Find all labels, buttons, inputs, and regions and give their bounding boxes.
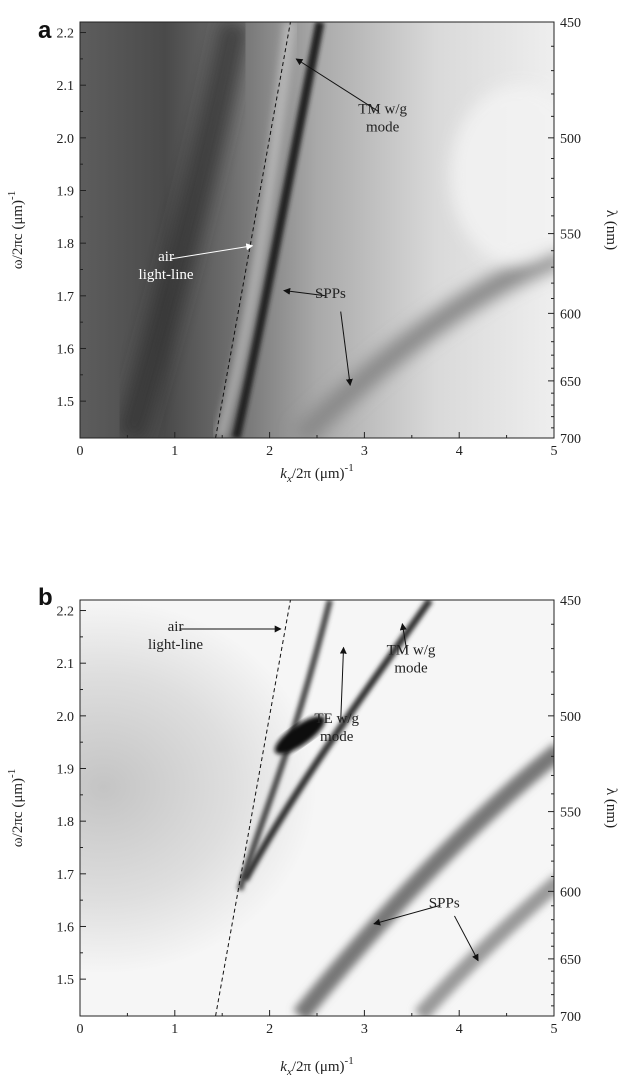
panel-b-y-tick-label: 1.6 <box>57 920 75 935</box>
panel-b-right-tick-label: 450 <box>560 594 581 609</box>
panel-b-right-tick-label: 650 <box>560 953 581 968</box>
panel-b-right-tick-label: 550 <box>560 806 581 821</box>
panel-a-x-tick-label: 5 <box>551 444 558 459</box>
annotation-arrow <box>295 58 379 112</box>
annotation-label: TE w/g <box>314 711 359 727</box>
panel-a-y-tick-label: 2.2 <box>57 27 75 42</box>
panel-b-heatmap <box>80 600 554 1016</box>
annotation-arrow <box>373 904 441 926</box>
panel-a-y-tick-label: 1.8 <box>57 237 75 252</box>
panel-a-right-tick-label: 650 <box>560 375 581 390</box>
panel-b-x-tick-label: 2 <box>266 1022 273 1037</box>
panel-b-y-tick-label: 2.0 <box>57 710 75 725</box>
panel-b-x-tick-label: 4 <box>456 1022 463 1037</box>
annotation-label: SPPs <box>429 895 460 911</box>
panel-b: air light-line TM w/g mode TE w/g mode SPPs 0 1… <box>6 584 619 1078</box>
panel-a-light-line <box>215 21 291 439</box>
annotation-label-line2: light-line <box>139 267 194 283</box>
panel-b-x-tick-label: 0 <box>77 1022 84 1037</box>
annotation-label-line2: mode <box>394 661 428 677</box>
panel-a-ticks: 0 1 2 3 4 5 1.5 1.6 1.7 1.8 1.9 2.0 2.1 2.2 450 500 550 6… <box>57 16 582 459</box>
panel-b-light-line <box>215 599 291 1017</box>
panel-b-ticks: 0 1 2 3 4 5 1.5 1.6 1.7 1.8 1.9 2.0 2.1 2.2 450 500 550 6… <box>57 594 582 1037</box>
panel-a-x-tick-label: 1 <box>171 444 178 459</box>
panel-a-y-tick-label: 1.7 <box>57 290 75 305</box>
panel-b-right-tick-label: 500 <box>560 710 581 725</box>
annotation-arrow <box>283 287 327 297</box>
panel-a-right-tick-label: 450 <box>560 16 581 31</box>
panel-a-y-axis-label: ω/2πc (μm)-1 <box>6 191 26 269</box>
annotation-label-line2: mode <box>320 729 354 745</box>
panel-b-y-tick-label: 1.5 <box>57 973 75 988</box>
annotation-arrow <box>339 646 347 722</box>
panel-b-y-tick-label: 1.9 <box>57 763 75 778</box>
panel-a-annotations: TM w/g mode air light-line SPPs <box>139 58 407 387</box>
panel-a-y-tick-label: 1.6 <box>57 342 75 357</box>
annotation-label: air <box>168 619 184 635</box>
panel-a-y-tick-label: 1.5 <box>57 395 75 410</box>
annotation-arrow <box>454 915 479 962</box>
panel-a-heatmap <box>80 22 554 438</box>
panel-a-x-tick-label: 4 <box>456 444 463 459</box>
annotation-label: air <box>158 249 174 265</box>
panel-a-right-axis-label: λ (nm) <box>603 210 619 250</box>
annotation-label: TM w/g <box>387 643 436 659</box>
annotation-label-line2: light-line <box>148 637 203 653</box>
annotation-arrow <box>399 623 408 653</box>
panel-b-x-tick-label: 1 <box>171 1022 178 1037</box>
panel-a-y-tick-label: 2.0 <box>57 132 75 147</box>
panel-a-y-tick-label: 2.1 <box>57 79 75 94</box>
annotation-arrow <box>169 243 254 260</box>
panel-a-x-tick-label: 2 <box>266 444 273 459</box>
panel-a-right-tick-label: 550 <box>560 228 581 243</box>
panel-b-right-tick-label: 600 <box>560 885 581 900</box>
panel-b-label: b <box>38 584 53 611</box>
panel-a-x-tick-label: 3 <box>361 444 368 459</box>
panel-b-x-tick-label: 5 <box>551 1022 558 1037</box>
annotation-arrow <box>340 311 353 387</box>
panel-b-right-axis-label: λ (nm) <box>603 788 619 828</box>
panel-a-x-tick-label: 0 <box>77 444 84 459</box>
panel-b-y-tick-label: 2.1 <box>57 657 75 672</box>
panel-b-x-tick-label: 3 <box>361 1022 368 1037</box>
panel-a-right-tick-label: 700 <box>560 432 581 447</box>
panel-a: TM w/g mode air light-line SPPs 0 1 2 3 4 5 1.5 1.6… <box>6 16 619 485</box>
panel-b-y-tick-label: 1.8 <box>57 815 75 830</box>
panel-b-y-axis-label: ω/2πc (μm)-1 <box>6 769 26 847</box>
panel-b-y-tick-label: 1.7 <box>57 868 75 883</box>
panel-a-x-axis-label: kx/2π (μm)-1 <box>280 462 353 485</box>
panel-a-right-tick-label: 500 <box>560 132 581 147</box>
panel-a-y-tick-label: 1.9 <box>57 185 75 200</box>
panel-b-y-tick-label: 2.2 <box>57 605 75 620</box>
panel-b-x-axis-label: kx/2π (μm)-1 <box>280 1055 353 1078</box>
annotation-label: SPPs <box>315 286 346 302</box>
annotation-label: TM w/g <box>358 102 407 118</box>
panel-b-annotations: air light-line TM w/g mode TE w/g mode SPPs <box>148 619 479 962</box>
panel-a-label: a <box>38 17 52 44</box>
panel-a-right-tick-label: 600 <box>560 307 581 322</box>
annotation-label-line2: mode <box>366 120 400 136</box>
panel-b-right-tick-label: 700 <box>560 1010 581 1025</box>
